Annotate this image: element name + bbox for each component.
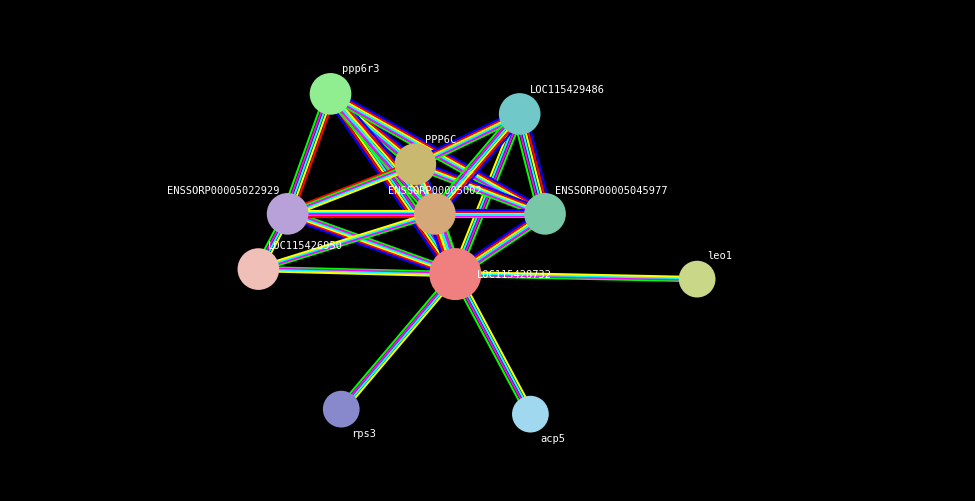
Point	[689, 276, 705, 284]
Text: LOC115428732: LOC115428732	[477, 270, 552, 280]
Text: ppp6r3: ppp6r3	[342, 64, 379, 74]
Point	[333, 405, 349, 413]
Point	[523, 410, 538, 418]
Text: rps3: rps3	[351, 428, 376, 438]
Point	[537, 210, 553, 218]
Point	[512, 111, 527, 119]
Point	[323, 91, 338, 99]
Text: LOC115426950: LOC115426950	[268, 240, 343, 250]
Text: leo1: leo1	[707, 250, 732, 261]
Text: ENSSORP00005022929: ENSSORP00005022929	[168, 185, 280, 195]
Point	[251, 266, 266, 274]
Point	[448, 271, 463, 279]
Text: LOC115429486: LOC115429486	[529, 85, 604, 95]
Text: acp5: acp5	[540, 433, 566, 443]
Text: ENSSORP00005002: ENSSORP00005002	[388, 185, 482, 195]
Point	[408, 161, 423, 169]
Text: PPP6C: PPP6C	[425, 135, 456, 145]
Text: ENSSORP00005045977: ENSSORP00005045977	[555, 185, 667, 195]
Point	[427, 210, 443, 218]
Point	[280, 210, 295, 218]
